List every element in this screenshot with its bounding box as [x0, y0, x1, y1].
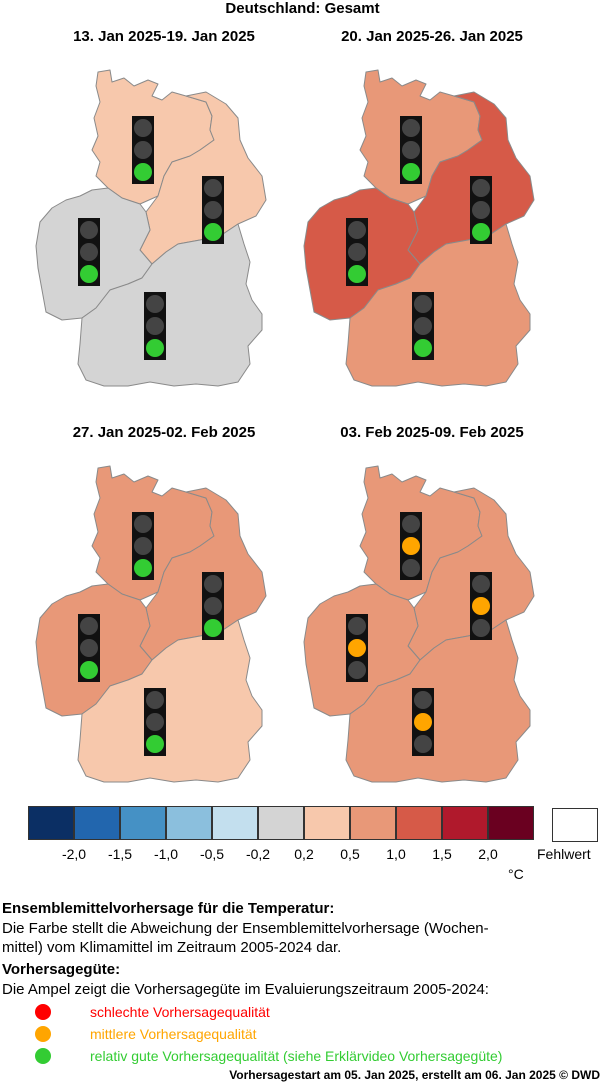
legend-tick-label: 1,5	[432, 846, 452, 862]
traffic-light-icon	[144, 688, 166, 756]
traffic-light-icon	[412, 292, 434, 360]
legend-swatch	[28, 806, 74, 840]
missing-value-box	[552, 808, 598, 842]
legend-swatch	[350, 806, 396, 840]
unit-label: °C	[508, 866, 524, 882]
legend-tick-label: 1,0	[386, 846, 406, 862]
explanation-line1: Die Farbe stellt die Abweichung der Ense…	[2, 920, 489, 937]
legend-swatch	[258, 806, 304, 840]
legend-tick-label: 2,0	[478, 846, 498, 862]
panel-title-1: 13. Jan 2025-19. Jan 2025	[73, 28, 255, 45]
traffic-light-icon	[78, 614, 100, 682]
germany-map-3	[35, 465, 267, 783]
legend-swatch	[396, 806, 442, 840]
legend-swatch	[166, 806, 212, 840]
region-south	[345, 619, 531, 783]
legend-swatch	[442, 806, 488, 840]
page-title: Deutschland: Gesamt	[225, 0, 380, 17]
legend-swatch	[488, 806, 534, 840]
traffic-light-icon	[400, 512, 422, 580]
traffic-light-icon	[144, 292, 166, 360]
traffic-light-icon	[346, 614, 368, 682]
legend-tick-label: -0,2	[245, 846, 271, 862]
region-south	[345, 223, 531, 387]
legend-tick-label: -1,0	[153, 846, 179, 862]
traffic-light-icon	[346, 218, 368, 286]
legend-tick-label: -2,0	[61, 846, 87, 862]
traffic-light-icon	[132, 512, 154, 580]
traffic-light-icon	[78, 218, 100, 286]
explanation-line2: mittel) vom Klimamittel im Zeitraum 2005…	[2, 939, 342, 956]
region-south	[77, 619, 263, 783]
traffic-light-icon	[412, 688, 434, 756]
panel-title-2: 20. Jan 2025-26. Jan 2025	[341, 28, 523, 45]
legend-swatch	[74, 806, 120, 840]
traffic-light-icon	[132, 116, 154, 184]
quality-label-medium: mittlere Vorhersagequalität	[90, 1026, 257, 1042]
traffic-light-icon	[470, 572, 492, 640]
green-light-icon	[35, 1048, 51, 1064]
legend-swatch	[120, 806, 166, 840]
traffic-light-icon	[202, 572, 224, 640]
explanation-heading: Ensemblemittelvorhersage für die Tempera…	[2, 900, 335, 917]
germany-map-2	[303, 69, 535, 387]
legend-swatch	[304, 806, 350, 840]
germany-map-1	[35, 69, 267, 387]
quality-heading: Vorhersagegüte:	[2, 961, 121, 978]
traffic-light-icon	[202, 176, 224, 244]
germany-map-4	[303, 465, 535, 783]
orange-light-icon	[35, 1026, 51, 1042]
quality-label-good: relativ gute Vorhersagequalität (siehe E…	[90, 1048, 503, 1064]
legend-tick-label: 0,5	[340, 846, 360, 862]
legend-tick-label: -0,5	[199, 846, 225, 862]
legend-tick-label: 0,2	[294, 846, 314, 862]
legend-swatch	[212, 806, 258, 840]
red-light-icon	[35, 1004, 51, 1020]
panel-title-4: 03. Feb 2025-09. Feb 2025	[340, 424, 524, 441]
quality-description: Die Ampel zeigt die Vorhersagegüte im Ev…	[2, 981, 489, 998]
footer-note: Vorhersagestart am 05. Jan 2025, erstell…	[229, 1068, 600, 1082]
legend-tick-label: -1,5	[107, 846, 133, 862]
color-legend	[28, 806, 534, 840]
traffic-light-icon	[470, 176, 492, 244]
missing-value-label: Fehlwert	[537, 846, 591, 862]
traffic-light-icon	[400, 116, 422, 184]
quality-label-poor: schlechte Vorhersagequalität	[90, 1004, 270, 1020]
region-south	[77, 223, 263, 387]
panel-title-3: 27. Jan 2025-02. Feb 2025	[72, 424, 256, 441]
